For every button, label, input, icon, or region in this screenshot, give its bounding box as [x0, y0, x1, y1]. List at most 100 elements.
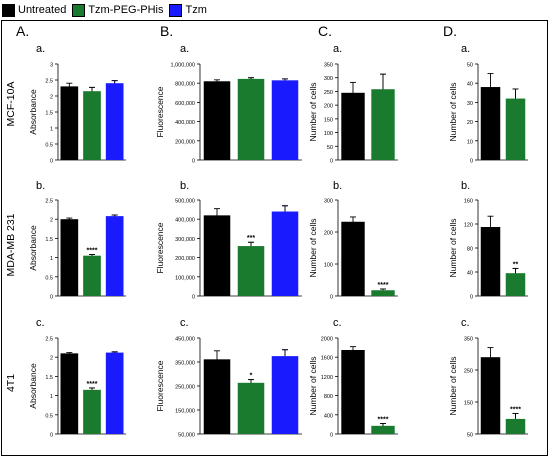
- bar-tzm-peg-phis: [237, 382, 265, 434]
- y-tick-label: 400,000: [175, 218, 195, 224]
- column-heading-b: B.: [160, 23, 174, 39]
- y-tick-label: 1.5: [45, 237, 53, 243]
- y-tick-label: 350,000: [175, 361, 195, 367]
- bar-untreated: [341, 92, 365, 160]
- y-tick-label: 40: [467, 271, 473, 277]
- sub-label-d-b: b.: [461, 180, 471, 192]
- bar-tzm-peg-phis: [505, 418, 526, 434]
- y-tick-label: 100,000: [175, 275, 195, 281]
- significance-label: ****: [510, 406, 521, 413]
- y-axis-label: Absorbance: [28, 363, 38, 409]
- legend-item-tzm-peg-phis: Tzm-PEG-PHis: [72, 3, 163, 17]
- y-tick-label: 50: [467, 63, 473, 69]
- y-tick-label: 100: [324, 263, 333, 269]
- sub-label-b-c: c.: [180, 317, 189, 329]
- bar-untreated: [203, 215, 231, 296]
- sub-label-d-a: a.: [461, 43, 471, 55]
- significance-label: ***: [247, 235, 255, 242]
- bar-untreated: [60, 86, 79, 160]
- y-tick-label: 800: [324, 394, 333, 400]
- legend-label: Tzm: [185, 4, 207, 16]
- y-tick-label: 2.5: [45, 337, 53, 343]
- bar-untreated: [60, 219, 79, 296]
- legend-item-tzm: Tzm: [169, 3, 207, 17]
- y-tick-label: 200: [324, 231, 333, 237]
- bar-untreated: [341, 221, 365, 296]
- y-tick-label: 2: [50, 356, 53, 362]
- y-tick-label: 1.5: [45, 111, 53, 117]
- y-tick-label: 1: [50, 127, 53, 133]
- significance-label: ****: [378, 282, 389, 289]
- y-tick-label: 1,000,000: [171, 63, 195, 69]
- bar-untreated: [203, 81, 231, 160]
- y-tick-label: 50: [467, 433, 473, 439]
- y-tick-label: 120: [464, 223, 473, 229]
- bar-tzm: [271, 80, 299, 160]
- y-tick-label: 200: [324, 104, 333, 110]
- y-tick-label: 0.5: [45, 143, 53, 149]
- sub-label-c-c: c.: [333, 317, 342, 329]
- y-tick-label: 0: [330, 295, 333, 301]
- bar-untreated: [480, 357, 501, 434]
- y-tick-label: 100: [324, 131, 333, 137]
- y-tick-label: 500,000: [175, 199, 195, 205]
- y-tick-label: 150: [464, 401, 473, 407]
- y-tick-label: 300: [324, 199, 333, 205]
- y-tick-label: 0: [470, 295, 473, 301]
- bar-tzm: [271, 211, 299, 296]
- significance-label: *: [250, 373, 253, 380]
- bar-tzm: [105, 83, 124, 160]
- y-tick-label: 1: [50, 394, 53, 400]
- y-tick-label: 30: [467, 101, 473, 107]
- sub-label-a-a: a.: [36, 43, 46, 55]
- y-tick-label: 150,000: [175, 409, 195, 415]
- y-tick-label: 400: [324, 413, 333, 419]
- y-tick-label: 350: [464, 337, 473, 343]
- y-tick-label: 20: [467, 120, 473, 126]
- legend-swatch: [169, 3, 183, 17]
- y-tick-label: 0: [50, 295, 53, 301]
- y-tick-label: 2.5: [45, 79, 53, 85]
- significance-label: ****: [87, 248, 98, 255]
- y-axis-label: Absorbance: [28, 225, 38, 271]
- bar-tzm-peg-phis: [83, 91, 101, 160]
- bar-tzm-peg-phis: [505, 273, 526, 296]
- y-tick-label: 50: [327, 145, 333, 151]
- y-axis-label: Absorbance: [28, 89, 38, 135]
- y-tick-label: 0: [192, 159, 195, 165]
- bar-untreated: [341, 350, 365, 434]
- y-tick-label: 0.5: [45, 275, 53, 281]
- bar-tzm: [105, 352, 124, 434]
- y-axis-label: Number of cells: [308, 82, 318, 141]
- bar-tzm-peg-phis: [505, 98, 526, 160]
- y-tick-label: 2000: [321, 337, 333, 343]
- y-tick-label: 2.5: [45, 199, 53, 205]
- sub-label-c-b: b.: [333, 180, 343, 192]
- bar-untreated: [203, 359, 231, 434]
- y-tick-label: 1600: [321, 356, 333, 362]
- y-tick-label: 0: [50, 159, 53, 165]
- y-tick-label: 80: [467, 247, 473, 253]
- y-tick-label: 600,000: [175, 101, 195, 107]
- bar-tzm-peg-phis: [237, 246, 265, 296]
- y-tick-label: 50,000: [178, 433, 195, 439]
- y-tick-label: 1.5: [45, 375, 53, 381]
- sub-label-a-b: b.: [36, 180, 46, 192]
- y-tick-label: 300: [324, 76, 333, 82]
- column-heading-d: D.: [443, 23, 457, 39]
- y-tick-label: 800,000: [175, 82, 195, 88]
- y-tick-label: 450,000: [175, 337, 195, 343]
- y-tick-label: 0: [50, 433, 53, 439]
- y-tick-label: 250,000: [175, 385, 195, 391]
- sub-label-b-b: b.: [180, 180, 190, 192]
- y-tick-label: 150: [324, 117, 333, 123]
- y-tick-label: 40: [467, 82, 473, 88]
- legend: Untreated Tzm-PEG-PHis Tzm: [2, 2, 213, 18]
- figure-frame: [1, 20, 548, 456]
- y-tick-label: 10: [467, 139, 473, 145]
- bar-untreated: [60, 353, 79, 434]
- y-tick-label: 200,000: [175, 139, 195, 145]
- bar-tzm-peg-phis: [83, 255, 101, 296]
- sub-label-d-c: c.: [461, 317, 470, 329]
